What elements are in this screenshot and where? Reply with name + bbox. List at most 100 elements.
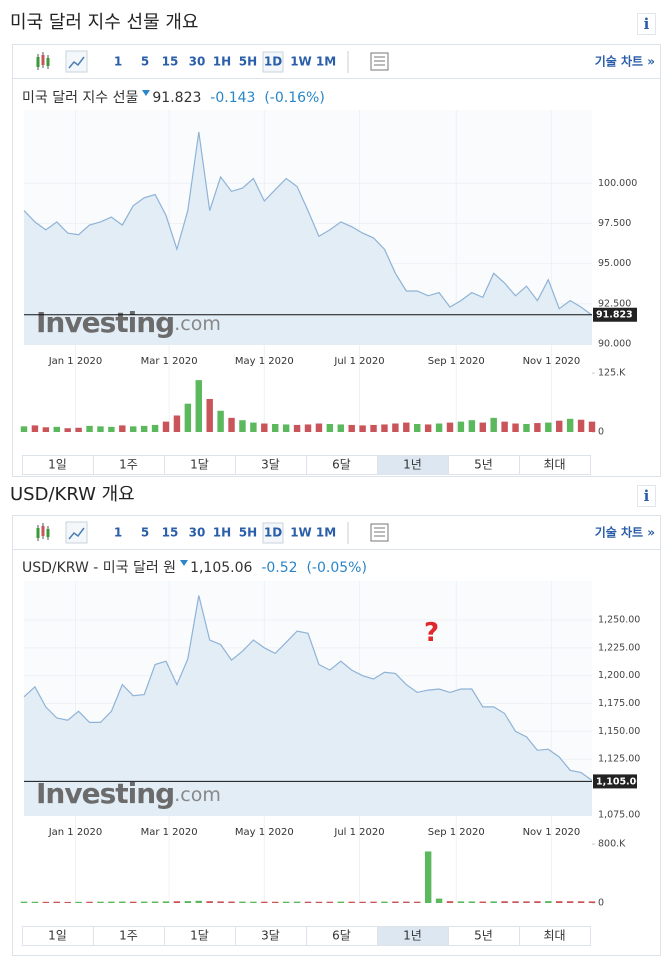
- last-price-box: [593, 307, 637, 322]
- interval-button[interactable]: 1M: [316, 526, 336, 540]
- candle-icon[interactable]: [36, 52, 50, 70]
- candle-body: [36, 57, 40, 67]
- price-area: [24, 595, 592, 816]
- x-tick-label: May 1 2020: [235, 827, 294, 838]
- x-tick-label: May 1 2020: [235, 356, 294, 367]
- volume-bar: [64, 901, 71, 903]
- volume-bar: [272, 423, 279, 432]
- line-icon-box[interactable]: [65, 50, 88, 73]
- volume-bar: [435, 423, 443, 432]
- volume-bar: [108, 426, 115, 432]
- volume-bar: [184, 403, 192, 432]
- candle-icon[interactable]: [36, 523, 50, 541]
- volume-bar: [588, 421, 596, 432]
- interval-button[interactable]: 30: [189, 55, 206, 69]
- down-icon: [142, 90, 151, 96]
- interval-button[interactable]: 1H: [213, 55, 231, 69]
- volume-bar: [228, 417, 235, 432]
- range-label: 1일: [48, 458, 67, 472]
- volume-bar: [577, 901, 585, 903]
- interval-button[interactable]: 1W: [290, 55, 312, 69]
- volume-bar: [424, 851, 432, 903]
- tech-chart-link[interactable]: 기술 차트 »: [595, 54, 655, 69]
- interval-button[interactable]: 1D: [264, 55, 282, 69]
- tech-chart-link[interactable]: 기술 차트 »: [595, 525, 655, 540]
- volume-bar: [250, 901, 257, 903]
- x-tick-label: Nov 1 2020: [523, 356, 581, 367]
- y-tick-label: 1,200.00: [598, 670, 640, 681]
- volume-bar: [250, 422, 257, 432]
- volume-bar: [195, 900, 202, 903]
- volume-bar: [315, 901, 323, 903]
- interval-button[interactable]: 1W: [290, 526, 312, 540]
- line-icon: [68, 56, 85, 69]
- volume-bar: [293, 424, 301, 432]
- last-price-label: 91.823: [596, 310, 633, 321]
- volume-bar: [31, 425, 39, 432]
- range-label: 1주: [119, 458, 138, 472]
- interval-button[interactable]: 5H: [239, 526, 257, 540]
- interval-button[interactable]: 15: [162, 526, 179, 540]
- volume-bar: [108, 901, 115, 903]
- volume-bar: [86, 901, 93, 903]
- volume-bar: [446, 422, 454, 432]
- y-tick-label: 90.000: [598, 339, 631, 350]
- info-button[interactable]: i: [637, 485, 656, 507]
- volume-bar: [588, 901, 596, 903]
- interval-button[interactable]: 1: [114, 526, 122, 540]
- interval-button[interactable]: 30: [189, 526, 206, 540]
- x-tick-label: Jan 1 2020: [48, 827, 103, 838]
- interval-selected: [262, 522, 284, 544]
- volume-bar: [435, 898, 443, 903]
- interval-button[interactable]: 15: [162, 55, 179, 69]
- volume-bar: [512, 901, 519, 903]
- volume-bar: [326, 423, 334, 432]
- range-label: 최대: [543, 929, 565, 943]
- volume-bar: [53, 901, 60, 903]
- interval-button[interactable]: 5: [141, 526, 149, 540]
- watermark-domain: .com: [174, 784, 221, 806]
- volume-bar: [64, 428, 71, 432]
- volume-bar: [173, 415, 181, 432]
- volume-bar: [293, 901, 301, 903]
- volume-bar: [217, 901, 224, 903]
- range-button[interactable]: [519, 455, 591, 475]
- line-icon-box[interactable]: [65, 521, 88, 544]
- range-button[interactable]: [519, 926, 591, 946]
- volume-bar: [556, 901, 563, 903]
- interval-button[interactable]: 1D: [264, 526, 282, 540]
- interval-button[interactable]: 1: [114, 55, 122, 69]
- volume-bar: [239, 420, 246, 432]
- panel-frames: [12, 44, 661, 956]
- y-tick-label: 1,075.00: [598, 809, 640, 820]
- watermark-brand: Investing: [36, 777, 174, 810]
- volume-bar: [239, 901, 246, 903]
- info-button[interactable]: i: [637, 13, 656, 35]
- volume-bar: [272, 901, 279, 903]
- y-tick-label: 95.000: [598, 258, 631, 269]
- interval-button[interactable]: 1H: [213, 526, 231, 540]
- volume-bar: [566, 418, 574, 432]
- x-tick-label: Mar 1 2020: [141, 827, 198, 838]
- volume-bar: [282, 424, 290, 432]
- volume-bar: [490, 417, 497, 432]
- interval-button[interactable]: 5: [141, 55, 149, 69]
- interval-button[interactable]: 5H: [239, 55, 257, 69]
- candle-body: [36, 528, 40, 538]
- volume-bar: [315, 423, 323, 432]
- x-tick-label: Sep 1 2020: [428, 827, 485, 838]
- quote-line: 미국 달러 지수 선물 91.823 -0.143 (-0.16%): [22, 87, 325, 107]
- y-tick-label: 1,125.00: [598, 754, 640, 765]
- volume-bar: [479, 422, 486, 432]
- volume-bar: [556, 420, 563, 432]
- volume-bar: [20, 901, 28, 903]
- volume-bar: [501, 901, 508, 903]
- volume-bar: [119, 425, 126, 432]
- volume-bar: [228, 901, 235, 903]
- volume-bar: [151, 901, 159, 903]
- volume-bar: [501, 421, 508, 432]
- y-tick-label: 100.000: [598, 178, 637, 189]
- volume-bar: [282, 901, 290, 903]
- interval-button[interactable]: 1M: [316, 55, 336, 69]
- volume-bar: [173, 901, 181, 903]
